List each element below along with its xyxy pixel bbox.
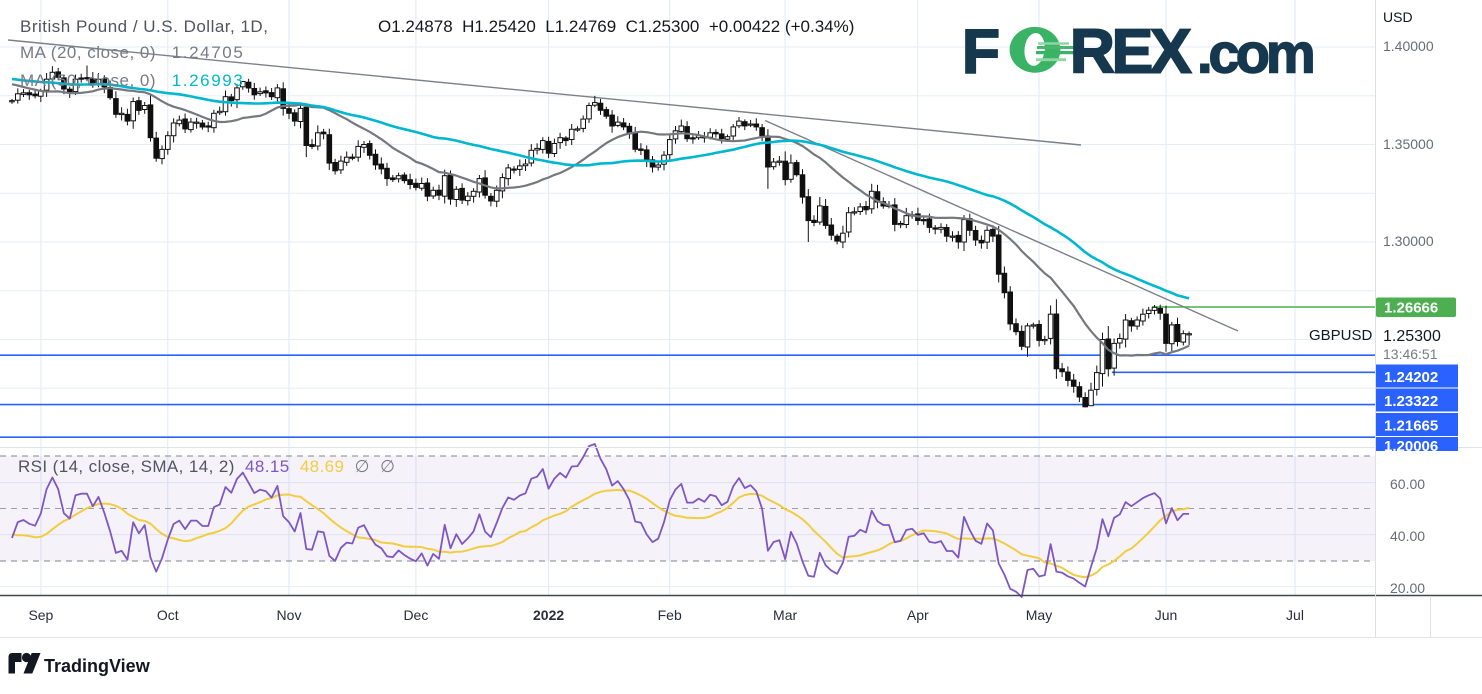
svg-text:May: May [1026,607,1052,623]
svg-text:Sep: Sep [28,607,53,623]
svg-text:Mar: Mar [773,607,797,623]
svg-text:1.30000: 1.30000 [1383,233,1434,249]
svg-text:2022: 2022 [533,607,564,623]
svg-text:MA (50, close, 0) 1.26993: MA (50, close, 0) 1.26993 [20,71,244,90]
svg-text:TradingView: TradingView [44,656,151,676]
svg-text:Dec: Dec [403,607,428,623]
svg-text:20.00: 20.00 [1390,580,1425,596]
svg-text:MA (20, close, 0) 1.24705: MA (20, close, 0) 1.24705 [20,43,244,62]
svg-text:REX: REX [1070,18,1191,87]
svg-text:40.00: 40.00 [1390,528,1425,544]
svg-text:Apr: Apr [907,607,929,623]
svg-text:USD: USD [1383,9,1413,25]
svg-text:Nov: Nov [277,607,302,623]
svg-text:60.00: 60.00 [1390,476,1425,492]
svg-text:1.23322: 1.23322 [1384,393,1438,410]
svg-text:F: F [962,18,1000,87]
svg-text:O1.24878 H1.25420 L1.24769: O1.24878 H1.25420 L1.24769 C1.25300 +0.0… [378,17,854,36]
svg-text:1.24202: 1.24202 [1384,369,1438,386]
svg-text:1.35000: 1.35000 [1383,136,1434,152]
svg-text:1.26666: 1.26666 [1384,300,1438,317]
svg-text:Oct: Oct [157,607,179,623]
svg-text:Jul: Jul [1286,607,1304,623]
svg-text:GBPUSD: GBPUSD [1309,327,1373,344]
svg-text:13:46:51: 13:46:51 [1383,346,1438,362]
svg-text:1.25300: 1.25300 [1383,328,1441,345]
svg-text:Feb: Feb [658,607,682,623]
svg-text:Jun: Jun [1155,607,1178,623]
svg-text:1.21665: 1.21665 [1384,418,1438,435]
svg-text:RSI (14, close, SMA, 14, 2) 4: RSI (14, close, SMA, 14, 2) 48.15 48.69 … [18,457,395,476]
svg-text:.com: .com [1197,22,1313,85]
svg-text:1.40000: 1.40000 [1383,38,1434,54]
svg-text:British Pound / U.S. Dollar, 1: British Pound / U.S. Dollar, 1D, [20,17,268,36]
svg-text:1.20006: 1.20006 [1384,438,1438,455]
